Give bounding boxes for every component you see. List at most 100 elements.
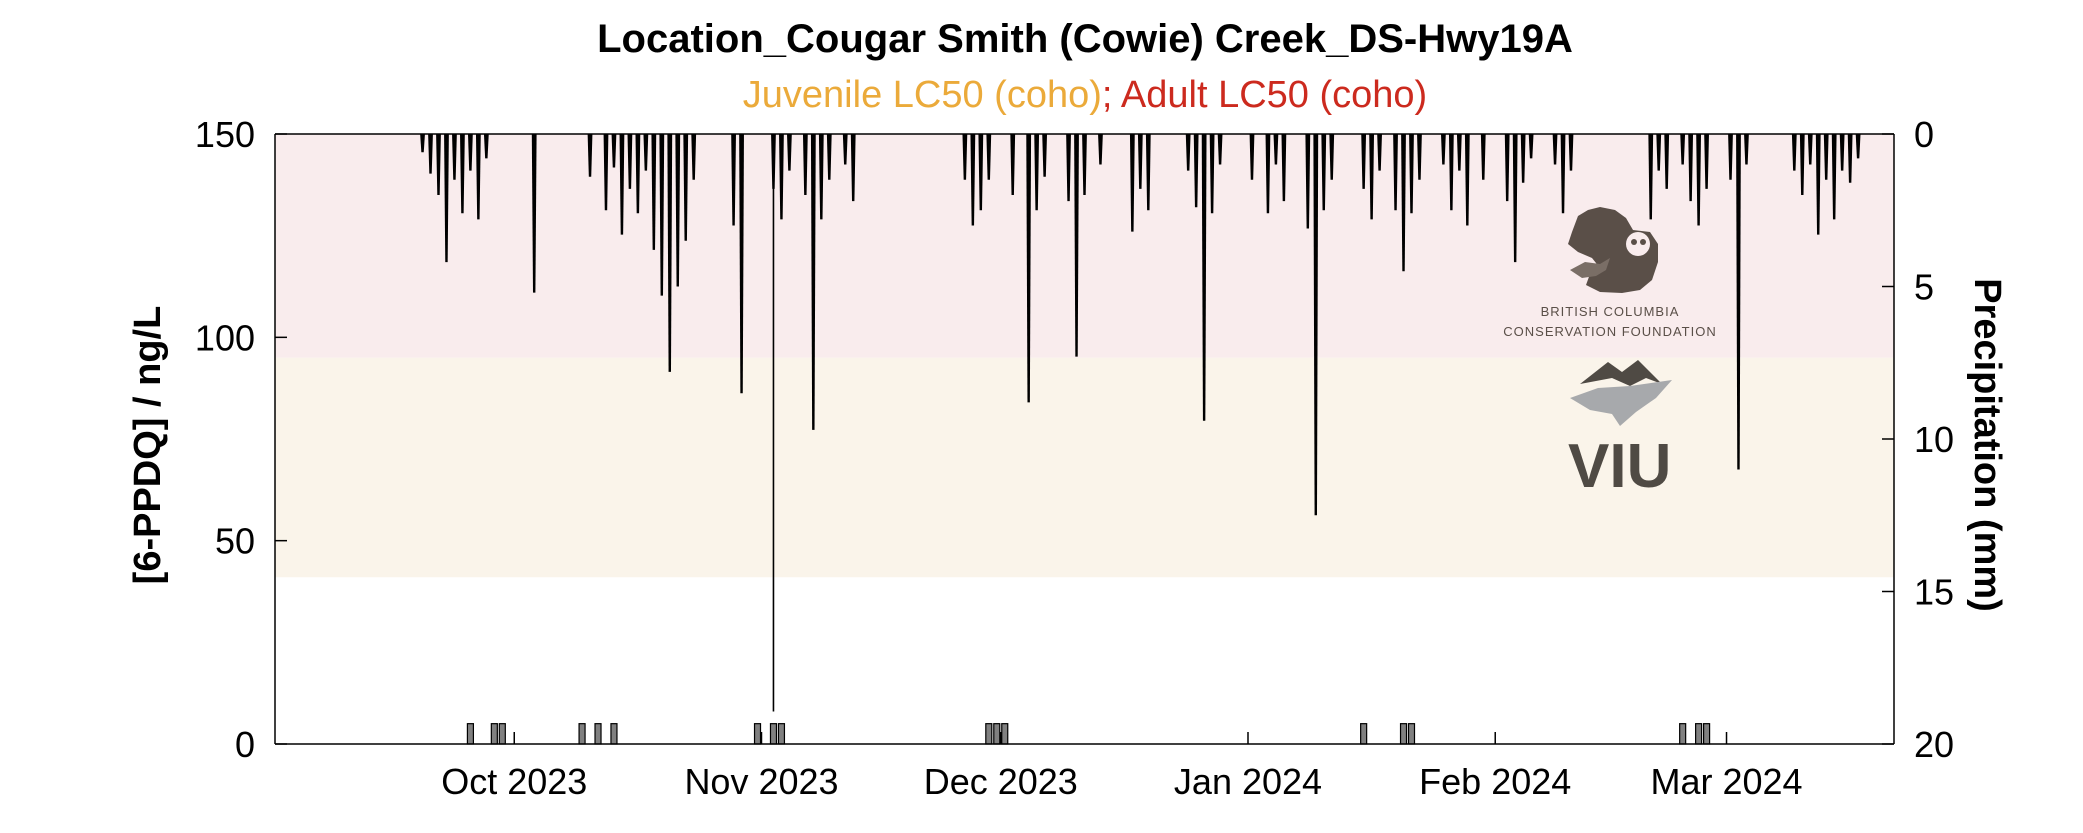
precip-mark-33 xyxy=(850,134,856,202)
precip-mark-3 xyxy=(444,134,449,263)
xtick-label-3: Jan 2024 xyxy=(1174,761,1322,802)
concentration-bar-5 xyxy=(610,723,618,745)
ytick-right-label-1: 5 xyxy=(1914,267,1934,308)
chart-title: Location_Cougar Smith (Cowie) Creek_DS-H… xyxy=(597,17,1573,61)
precip-mark-74 xyxy=(1504,134,1510,202)
precip-mark-54 xyxy=(1249,134,1255,180)
precip-mark-60 xyxy=(1321,134,1327,211)
tick-marks xyxy=(275,133,1894,745)
precip-mark-99 xyxy=(1855,134,1861,159)
precip-mark-66 xyxy=(1401,134,1406,272)
ytick-label-2: 100 xyxy=(195,317,255,358)
bear-salmon-icon xyxy=(1568,207,1658,293)
precip-mark-89 xyxy=(1736,134,1741,470)
precip-mark-27 xyxy=(787,134,792,171)
precip-mark-65 xyxy=(1393,134,1398,211)
precip-mark-4 xyxy=(452,134,457,180)
precip-mark-62 xyxy=(1361,134,1367,189)
viu-wordmark: VIU xyxy=(1568,432,1671,501)
precip-mark-44 xyxy=(1082,134,1087,195)
precip-mark-79 xyxy=(1560,134,1566,214)
precip-mark-53 xyxy=(1217,134,1223,165)
precip-mark-87 xyxy=(1704,134,1709,189)
precip-mark-48 xyxy=(1145,134,1151,211)
precip-mark-5 xyxy=(460,134,465,214)
precip-mark-37 xyxy=(986,134,992,180)
precip-mark-82 xyxy=(1656,134,1662,171)
concentration-bars xyxy=(466,723,1711,745)
precip-mark-15 xyxy=(635,134,641,214)
viu-logo: VIU xyxy=(1568,360,1672,501)
precip-mark-28 xyxy=(802,134,808,195)
concentration-bar-13 xyxy=(1399,723,1408,745)
precip-mark-68 xyxy=(1417,134,1422,180)
precip-mark-77 xyxy=(1528,134,1534,159)
precip-mark-81 xyxy=(1648,134,1654,220)
precip-mark-38 xyxy=(1010,134,1016,195)
concentration-bar-10 xyxy=(993,723,1001,745)
y-axis-label: [6-PPDQ] / ng/L xyxy=(127,306,169,585)
xtick-label-4: Feb 2024 xyxy=(1419,761,1571,802)
ytick-label-3: 150 xyxy=(195,114,255,155)
precip-mark-2 xyxy=(436,134,441,195)
precip-mark-21 xyxy=(683,134,689,241)
mountain-icon xyxy=(1580,360,1662,386)
precip-mark-32 xyxy=(842,134,848,165)
xtick-label-2: Dec 2023 xyxy=(924,761,1078,802)
bccf-logo: BRITISH COLUMBIA CONSERVATION FOUNDATION xyxy=(1503,207,1716,339)
precip-mark-70 xyxy=(1448,134,1454,211)
precip-mark-90 xyxy=(1744,134,1749,165)
precip-mark-42 xyxy=(1066,134,1071,202)
tick-labels: 0 50 100 150 0 5 10 15 20 Oct 2023 Nov 2023 Dec 202… xyxy=(195,114,1954,802)
precip-mark-95 xyxy=(1823,134,1829,180)
precip-mark-94 xyxy=(1815,134,1821,235)
precip-mark-57 xyxy=(1281,134,1287,202)
precip-mark-34 xyxy=(962,134,968,180)
precip-mark-71 xyxy=(1456,134,1462,171)
subtitle-separator: ; xyxy=(1102,74,1121,116)
precip-mark-46 xyxy=(1129,134,1135,232)
precip-mark-29 xyxy=(810,134,816,430)
precip-mark-39 xyxy=(1026,134,1032,403)
logo-text-line1: BRITISH COLUMBIA xyxy=(1541,304,1680,319)
concentration-bar-14 xyxy=(1407,723,1416,745)
concentration-bar-16 xyxy=(1695,723,1703,745)
concentration-bar-3 xyxy=(578,723,586,745)
precip-mark-59 xyxy=(1313,134,1319,516)
precip-mark-13 xyxy=(619,134,625,235)
precip-mark-84 xyxy=(1680,134,1686,165)
precip-mark-58 xyxy=(1305,134,1311,229)
precip-mark-93 xyxy=(1807,134,1813,165)
concentration-bar-11 xyxy=(1001,723,1009,745)
subtitle-adult: Adult LC50 (coho) xyxy=(1121,74,1427,116)
precipitation-series xyxy=(420,134,1861,516)
precip-mark-36 xyxy=(978,134,984,211)
precip-mark-19 xyxy=(667,134,673,372)
precip-mark-31 xyxy=(826,134,832,180)
y-axis-label-right: Precipitation (mm) xyxy=(1966,278,2008,612)
axes xyxy=(274,133,1895,745)
precip-mark-35 xyxy=(970,134,976,226)
precip-mark-11 xyxy=(603,134,609,211)
concentration-bar-8 xyxy=(777,723,786,745)
logo-text-line2: CONSERVATION FOUNDATION xyxy=(1503,324,1716,339)
precip-mark-43 xyxy=(1074,134,1079,357)
concentration-bar-7 xyxy=(769,723,778,745)
precip-mark-61 xyxy=(1329,134,1335,180)
precip-mark-73 xyxy=(1480,134,1486,180)
precip-mark-22 xyxy=(691,134,697,180)
leaf-icon xyxy=(1570,380,1672,426)
precip-mark-75 xyxy=(1512,134,1518,263)
precip-mark-23 xyxy=(731,134,736,226)
precip-mark-85 xyxy=(1688,134,1694,202)
precip-mark-88 xyxy=(1728,134,1733,180)
precip-mark-24 xyxy=(739,134,744,394)
precip-mark-1 xyxy=(428,134,433,174)
concentration-bar-9 xyxy=(985,723,993,745)
precip-mark-91 xyxy=(1791,134,1797,171)
precip-mark-78 xyxy=(1552,134,1558,165)
precip-mark-67 xyxy=(1409,134,1414,214)
precip-mark-8 xyxy=(483,134,489,159)
precip-mark-98 xyxy=(1847,134,1853,183)
